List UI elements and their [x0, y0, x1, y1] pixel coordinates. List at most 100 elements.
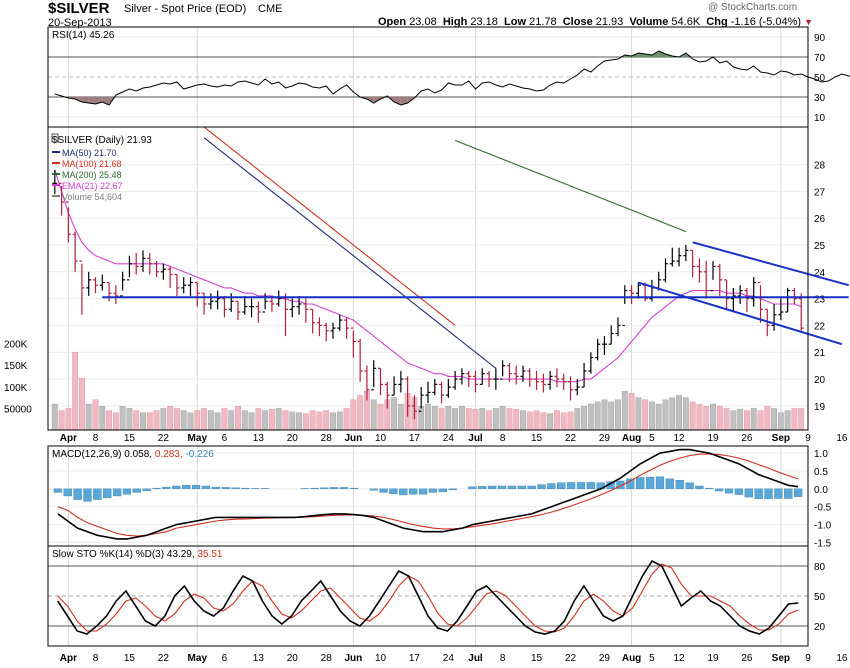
macd-histogram-bar: [93, 488, 102, 500]
x-tick-label: 22: [158, 653, 170, 664]
volume-bar: [777, 412, 784, 431]
volume-bar: [472, 409, 479, 431]
macd-histogram-bar: [744, 488, 753, 498]
volume-label: Volume: [629, 16, 669, 28]
macd-histogram-bar: [764, 488, 773, 500]
x-tick-label: 24: [443, 653, 455, 664]
x-tick-label: Jul: [468, 433, 483, 444]
macd-histogram-bar: [576, 482, 586, 490]
x-tick-label: 16: [836, 653, 848, 664]
macd-tick-label: -1.0: [814, 521, 832, 532]
macd-histogram-bar: [63, 488, 72, 497]
legend-label: MA(50) 21.70: [62, 148, 117, 158]
volume-bar: [160, 408, 167, 431]
macd-histogram-bar: [468, 486, 477, 490]
volume-bar: [85, 403, 92, 431]
price-tick-label: 19: [814, 402, 826, 413]
volume-bar: [269, 409, 275, 431]
volume-bar: [79, 377, 85, 431]
price-tick-label: 23: [814, 295, 826, 306]
volume-bar: [72, 352, 79, 431]
rsi-oversold-fill: [414, 97, 422, 98]
close-label: Close: [562, 16, 593, 28]
ema21-line: [54, 169, 802, 383]
volume-bar: [689, 401, 696, 431]
volume-bar: [330, 412, 336, 431]
volume-bar: [560, 412, 567, 431]
volume-bar: [397, 403, 404, 431]
x-tick-label: 8: [500, 653, 506, 664]
x-tick-label: 17: [409, 653, 421, 664]
volume-bar: [506, 408, 513, 431]
volume-bar: [520, 410, 526, 431]
volume-bar: [649, 401, 655, 431]
macd-line: [57, 448, 799, 540]
macd-histogram-bar: [507, 485, 517, 490]
rsi-tick-label: 30: [814, 93, 826, 104]
volume-bar: [703, 406, 710, 431]
instrument-name: Silver - Spot Price (EOD): [124, 3, 247, 15]
macd-histogram-bar: [497, 485, 507, 490]
x-tick-label: 10: [375, 653, 387, 664]
x-tick-label: 22: [158, 433, 170, 444]
sto-d-line: [57, 563, 799, 633]
volume-bar: [635, 397, 642, 431]
rsi-tick-label: 10: [814, 113, 826, 124]
volume-bar: [710, 403, 716, 431]
volume-bar: [750, 408, 757, 431]
volume-bar: [207, 410, 214, 431]
trendline: [692, 241, 849, 287]
volume-bar: [642, 399, 649, 431]
volume-bar: [438, 408, 445, 431]
x-tick-label: 10: [375, 433, 387, 444]
volume-bar: [214, 412, 221, 431]
volume-bar: [425, 403, 431, 431]
volume-bar: [167, 406, 174, 431]
volume-bar: [676, 395, 682, 431]
x-tick-label: 22: [565, 653, 577, 664]
volume-bar: [669, 397, 676, 431]
macd-tick-label: 1.0: [814, 449, 828, 460]
macd-histogram-bar: [339, 487, 349, 490]
macd-histogram-bar: [537, 484, 546, 490]
volume-bar: [370, 399, 377, 431]
x-tick-label: 28: [321, 433, 333, 444]
volume-bar: [540, 412, 547, 431]
macd-histogram-bar: [320, 487, 329, 490]
volume-bar: [499, 406, 506, 431]
price-title: $SILVER (Daily) 21.93: [52, 135, 152, 146]
sto-panel-frame: [47, 545, 809, 647]
x-tick-label: Sep: [772, 433, 790, 444]
macd-histogram-bar: [517, 485, 526, 490]
macd-histogram-bar: [705, 487, 714, 490]
volume-bar: [228, 410, 235, 431]
macd-signal-line: [57, 453, 799, 537]
volume-bar: [608, 401, 615, 431]
volume-bar: [350, 399, 357, 431]
macd-hist-value: -0.226: [185, 449, 214, 460]
macd-histogram-bar: [231, 487, 240, 490]
macd-histogram-bar: [122, 488, 132, 495]
x-tick-label: 13: [253, 653, 265, 664]
x-tick-label: Sep: [772, 653, 790, 664]
macd-histogram-bar: [527, 485, 536, 490]
x-tick-label: 20: [287, 653, 299, 664]
x-tick-label: Jul: [468, 653, 483, 664]
x-tick-label: 12: [674, 433, 686, 444]
volume-bar: [51, 403, 58, 431]
volume-bar: [567, 411, 574, 431]
x-tick-label: 24: [443, 433, 455, 444]
price-tick-label: 25: [814, 241, 826, 252]
volume-bar: [221, 408, 228, 431]
volume-bar: [146, 412, 153, 431]
macd-histogram-bar: [616, 480, 625, 490]
macd-histogram-bar: [152, 487, 161, 490]
macd-tick-label: 0.0: [814, 485, 828, 496]
ma50-line: [203, 137, 497, 369]
macd-tick-label: -1.5: [814, 538, 832, 549]
volume-bar: [336, 411, 343, 431]
volume-bar: [581, 406, 587, 431]
watermark: @ StockCharts.com: [708, 2, 798, 13]
open-label: Open: [378, 16, 407, 28]
x-tick-label: 13: [253, 433, 265, 444]
